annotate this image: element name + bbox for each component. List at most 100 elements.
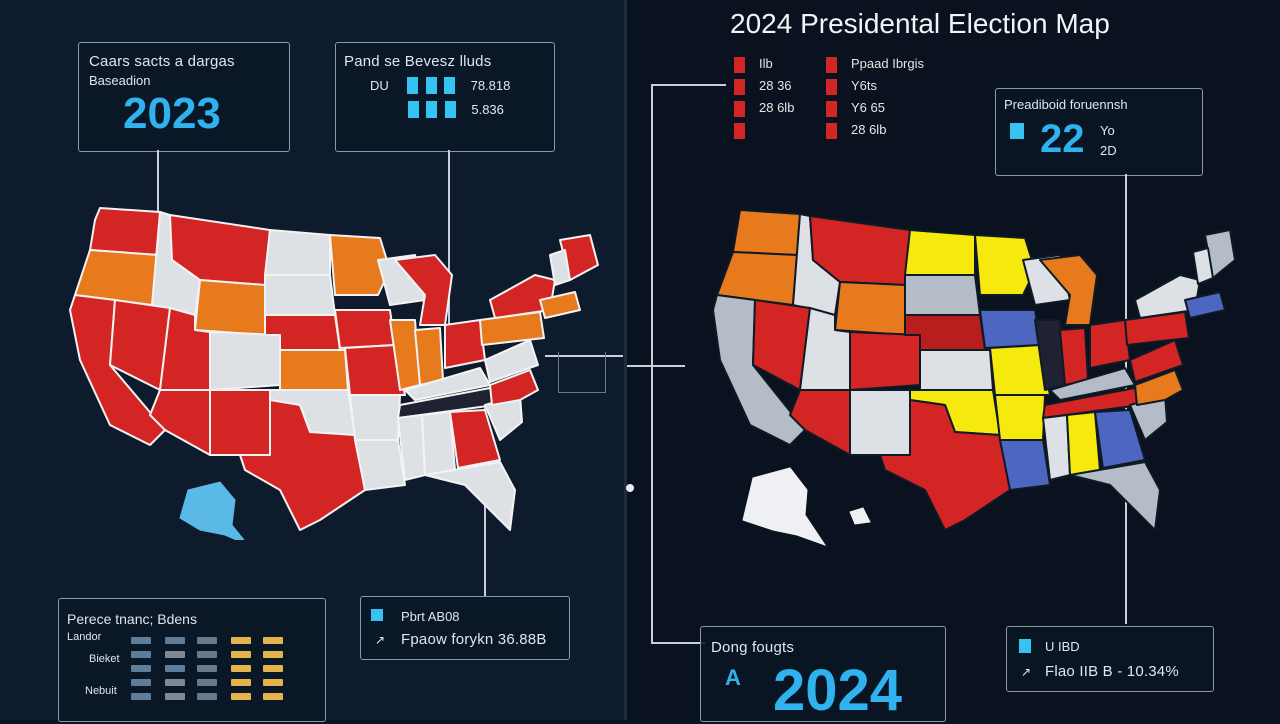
stats-row1-value: 78.818 (470, 78, 511, 93)
stats-box-left: Pand se Bevesz lluds DU 78.818 5.836 (335, 42, 555, 152)
state-az (789, 389, 851, 456)
state-in (1059, 327, 1089, 386)
arrow-icon: ↗ (1021, 665, 1032, 679)
year-2024-value: 2024 (773, 658, 903, 723)
year-2023-value: 2023 (123, 89, 221, 138)
state-nd (904, 229, 976, 276)
stats-bar-icon (408, 101, 419, 119)
year-2023-box: Caars sacts a dargas Baseadion 2023 (78, 42, 290, 152)
connector-line (448, 150, 450, 330)
arrow-icon: ↗ (375, 633, 386, 647)
state-oh (1089, 319, 1131, 369)
stats-row-prefix: DU (370, 78, 389, 93)
state-mo (344, 344, 406, 396)
percent-value: 22 (1040, 117, 1085, 161)
stats-box-label: Pand se Bevesz lluds (344, 53, 492, 70)
state-fl (424, 461, 516, 531)
state-vt-nh (1192, 247, 1214, 285)
stats-box-right: U IBD ↗ Flao IIB B - 10.34% (1006, 626, 1214, 692)
page-title: 2024 Presidental Election Map (730, 8, 1110, 39)
stats-row-1: DU 78.818 (370, 77, 510, 95)
state-nc (489, 369, 539, 406)
legend-row-label: Nebuit (85, 685, 117, 697)
stats-bar-icon (426, 101, 438, 119)
state-vt-nh (549, 249, 571, 286)
state-in (414, 327, 444, 386)
state-pa (479, 311, 545, 346)
connector-line (651, 84, 653, 644)
percent-side-top: Yo (1100, 123, 1115, 138)
percent-box-label: Preadiboid foruennsh (1004, 97, 1128, 112)
state-al (421, 411, 456, 476)
state-ks (279, 349, 349, 391)
stats-row2-value: 5.836 (471, 102, 504, 117)
stats-bar-icon (444, 101, 456, 119)
connector-line (545, 355, 623, 357)
state-ga (1094, 409, 1146, 469)
connector-node (626, 484, 634, 492)
percent-box: Preadiboid foruennsh 22 Yo 2D (995, 88, 1203, 176)
state-ar (994, 394, 1046, 441)
bracket-shape (558, 352, 606, 393)
state-sd (904, 274, 981, 316)
state-la (999, 439, 1051, 491)
state-ia (979, 309, 1041, 349)
stats-bar-icon (444, 77, 456, 95)
legend-row-label: Bieket (89, 653, 120, 665)
state-pa (1124, 311, 1190, 346)
state-ny (1134, 274, 1201, 319)
legend-row-label: Landor (67, 631, 102, 643)
state-al (1066, 411, 1101, 476)
state-la (354, 439, 406, 491)
panel-divider (624, 0, 627, 720)
stats-right-line2: Flao IIB B - 10.34% (1045, 663, 1179, 680)
connector-line (627, 365, 685, 367)
year-box-sub: Baseadion (89, 73, 151, 88)
info-square-icon (371, 609, 383, 621)
legend-box-left: Perece tnanc; Bdens Landor Bieket Nebuit (58, 598, 326, 722)
year-box-label: Caars sacts a dargas (89, 53, 235, 70)
state-co (209, 331, 281, 391)
state-ia (334, 309, 396, 349)
state-wy (194, 279, 266, 336)
state-hi (849, 507, 871, 525)
stats-row-2: 5.836 (408, 101, 504, 119)
state-ar (349, 394, 401, 441)
stats-right-line1: U IBD (1045, 639, 1080, 654)
info-square-icon (1019, 639, 1031, 653)
state-nd (264, 229, 331, 276)
state-ks (919, 349, 994, 391)
state-wy (834, 281, 906, 336)
state-nc (1134, 369, 1184, 406)
state-va (484, 339, 539, 383)
state-ny (489, 274, 556, 319)
us-map-2023 (69, 207, 599, 540)
small-box-label: Pbrt AB08 (401, 609, 460, 624)
state-ne-states (539, 291, 581, 319)
info-square-icon (1010, 123, 1024, 139)
state-wa (89, 207, 161, 256)
state-ne-states (1184, 291, 1226, 319)
state-wa (732, 209, 801, 256)
state-co (849, 331, 921, 391)
legend-box-label: Perece tnanc; Bdens (67, 611, 197, 627)
state-az (149, 389, 211, 456)
percent-side-bottom: 2D (1100, 143, 1117, 158)
us-map-2024 (712, 209, 1236, 546)
year-box-label: Dong fougts (711, 639, 795, 656)
state-mo (989, 344, 1051, 396)
small-box-text: Fpaow forykn 36.88B (401, 631, 547, 648)
state-oh (444, 319, 486, 369)
connector-line (157, 150, 159, 218)
connector-line (651, 642, 705, 644)
stats-bar-icon (425, 77, 437, 95)
state-nm (849, 389, 911, 456)
year-2024-box: Dong fougts A 2024 (700, 626, 946, 723)
stats-bar-icon (407, 77, 419, 95)
state-ak (179, 481, 245, 540)
state-sd (264, 274, 336, 316)
connector-line (651, 84, 726, 86)
small-stats-box-left: Pbrt AB08 Fpaow forykn 36.88B ↗ (360, 596, 570, 660)
state-ga (449, 409, 501, 469)
state-fl (1069, 461, 1161, 531)
